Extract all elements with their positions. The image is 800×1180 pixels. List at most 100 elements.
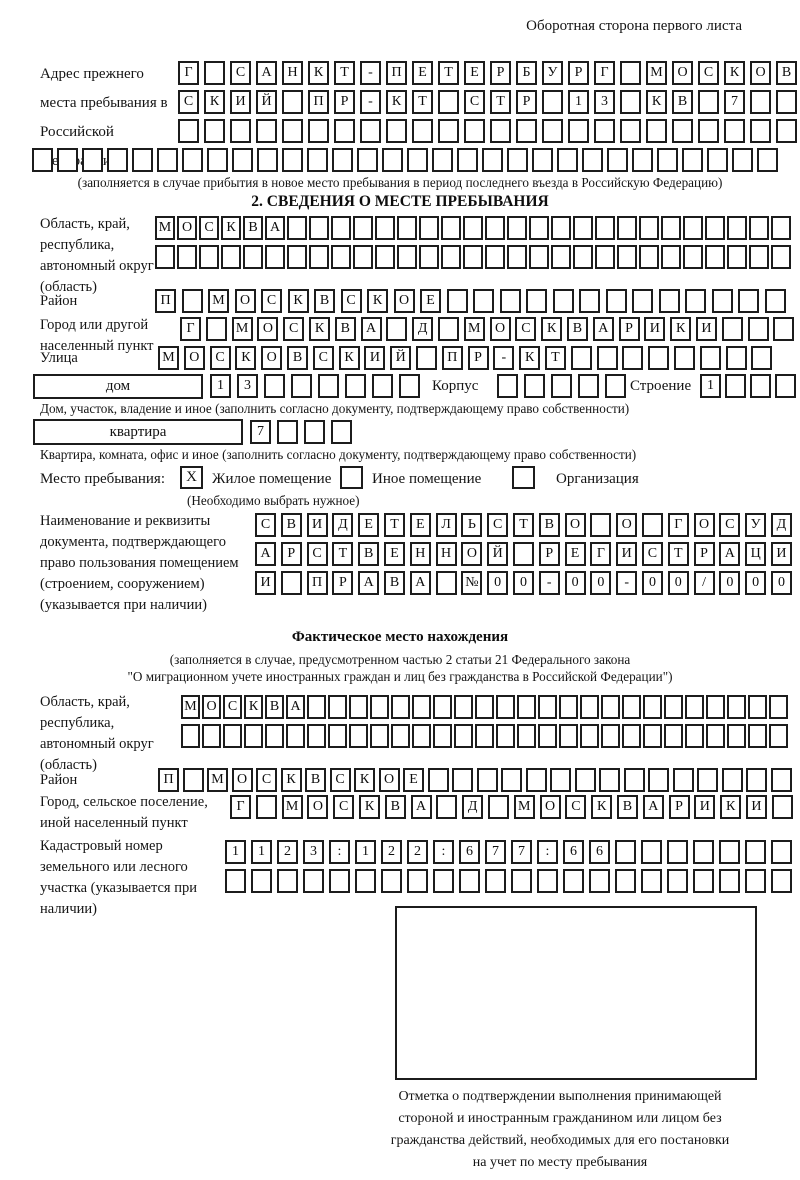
char-box: [648, 768, 669, 792]
char-box: [664, 695, 683, 719]
char-box: [331, 216, 351, 240]
char-box: Е: [409, 513, 431, 537]
char-box: [334, 119, 355, 143]
char-box: [308, 119, 329, 143]
char-box: В: [334, 317, 356, 341]
stamp-caption-line-4: на учет по месту пребывания: [472, 1155, 648, 1170]
char-box: [415, 346, 437, 370]
char-box: В: [384, 795, 406, 819]
char-box: [199, 245, 219, 269]
stamp-area: [395, 906, 757, 1080]
char-box: [438, 90, 459, 114]
char-box: /: [693, 571, 715, 595]
char-box: 1: [568, 90, 589, 114]
char-box: [750, 119, 771, 143]
char-box: К: [720, 795, 742, 819]
char-box: [517, 695, 536, 719]
char-box: 1: [210, 374, 231, 398]
char-box: [349, 695, 368, 719]
char-box: В: [383, 571, 405, 595]
char-box: [464, 119, 485, 143]
char-box: 1: [225, 840, 246, 864]
char-box: К: [308, 317, 330, 341]
char-box: С: [283, 317, 305, 341]
char-box: М: [513, 795, 535, 819]
char-box: [776, 119, 797, 143]
char-box: С: [641, 542, 663, 566]
char-box: [438, 119, 459, 143]
char-box: Т: [512, 513, 534, 537]
char-box: Ц: [745, 542, 767, 566]
char-box: 3: [303, 840, 324, 864]
char-box: [307, 724, 326, 748]
char-box: [622, 346, 644, 370]
char-box: [372, 374, 393, 398]
char-box: М: [207, 768, 228, 792]
char-box: [427, 768, 449, 792]
char-box: О: [672, 61, 693, 85]
char-box: Й: [487, 542, 509, 566]
char-box: [727, 695, 746, 719]
char-box: -: [360, 90, 381, 114]
char-box: Р: [280, 542, 302, 566]
char-box: [205, 317, 227, 341]
korpus-label: Корпус: [432, 378, 479, 394]
char-box: [725, 374, 746, 398]
char-box: Н: [282, 61, 303, 85]
char-box: [407, 148, 428, 172]
char-box: [386, 119, 407, 143]
char-box: [251, 869, 272, 893]
char-box: [331, 420, 352, 444]
oblast-row-2: [155, 245, 791, 269]
char-box: [727, 216, 747, 240]
char-box: И: [695, 317, 717, 341]
char-box: О: [378, 768, 400, 792]
char-box: Л: [435, 513, 457, 537]
korpus-row: [497, 374, 626, 398]
char-box: [764, 289, 786, 313]
char-box: [632, 148, 653, 172]
char-box: Р: [538, 542, 560, 566]
char-box: [355, 869, 376, 893]
char-box: [357, 148, 378, 172]
char-box: [332, 148, 353, 172]
char-box: [574, 768, 596, 792]
char-box: К: [235, 346, 257, 370]
char-box: 1: [700, 374, 721, 398]
char-box: 7: [724, 90, 745, 114]
char-box: [664, 724, 683, 748]
factual-title: Фактическое место нахождения: [291, 629, 509, 645]
char-box: [375, 245, 395, 269]
char-box: [601, 724, 620, 748]
char-box: О: [177, 216, 197, 240]
char-box: И: [230, 90, 251, 114]
char-box: [265, 724, 284, 748]
char-box: П: [155, 289, 176, 313]
char-box: [277, 869, 298, 893]
char-box: [318, 374, 339, 398]
char-box: Г: [178, 61, 199, 85]
char-box: [157, 148, 178, 172]
char-box: А: [719, 542, 741, 566]
char-box: [463, 245, 483, 269]
char-box: [706, 695, 725, 719]
rayon-label: Район: [40, 293, 78, 309]
char-box: И: [770, 542, 792, 566]
char-box: 0: [667, 571, 689, 595]
char-box: [773, 317, 795, 341]
char-box: [507, 148, 528, 172]
char-box: И: [364, 346, 386, 370]
char-box: 0: [745, 571, 767, 595]
char-box: [738, 289, 759, 313]
char-box: Р: [467, 346, 489, 370]
char-box: Е: [564, 542, 586, 566]
char-box: А: [592, 317, 614, 341]
char-box: О: [257, 317, 279, 341]
char-box: [507, 245, 527, 269]
char-box: [182, 148, 203, 172]
char-box: [771, 869, 792, 893]
char-box: О: [564, 513, 586, 537]
